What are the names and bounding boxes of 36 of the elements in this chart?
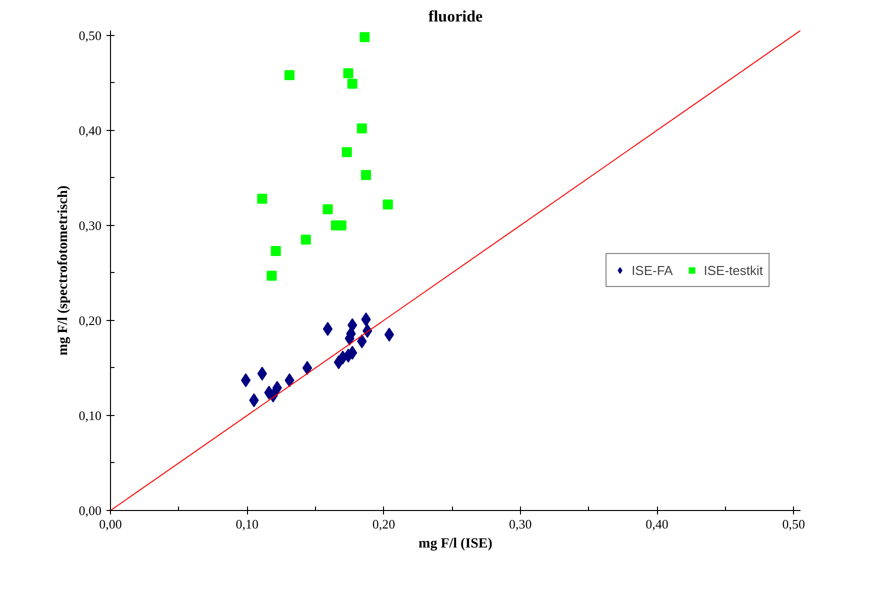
y-tick-label: 0,20: [78, 312, 102, 328]
point: [300, 234, 311, 245]
x-tick-label: 0,40: [646, 516, 668, 532]
point: [240, 373, 251, 388]
y-tick-label: 0,30: [78, 218, 102, 233]
point: [322, 322, 333, 336]
point: [257, 194, 268, 204]
x-tick-label: 0,50: [782, 516, 806, 532]
point: [361, 170, 372, 180]
point: [336, 220, 346, 230]
y-tick-label: 0,00: [78, 503, 102, 518]
point: [384, 328, 394, 342]
legend-label: ISE-FA: [632, 262, 673, 278]
point: [356, 123, 367, 134]
point: [347, 78, 358, 89]
point: [270, 246, 281, 256]
legend-label: ISE-testkit: [704, 262, 763, 278]
y-tick-label: 0,10: [78, 408, 102, 423]
point: [272, 380, 282, 395]
point: [343, 68, 354, 78]
x-tick-label: 0,30: [509, 516, 532, 532]
x-tick-label: 0,20: [372, 516, 396, 532]
y-axis-title: mg F/l (spectrofotometrisch): [56, 185, 71, 356]
x-tick-label: 0,10: [236, 516, 259, 532]
x-tick-label: 0,00: [99, 516, 122, 532]
point: [382, 199, 393, 210]
point: [360, 32, 370, 42]
x-axis-title: mg F/l (ISE): [418, 536, 493, 552]
point: [342, 147, 352, 158]
point: [302, 360, 312, 375]
point: [322, 204, 333, 214]
point: [284, 70, 294, 80]
chart-title: fluoride: [428, 8, 483, 26]
point: [266, 270, 277, 281]
y-tick-label: 0,40: [78, 122, 102, 138]
y-tick-label: 0,50: [78, 28, 102, 43]
